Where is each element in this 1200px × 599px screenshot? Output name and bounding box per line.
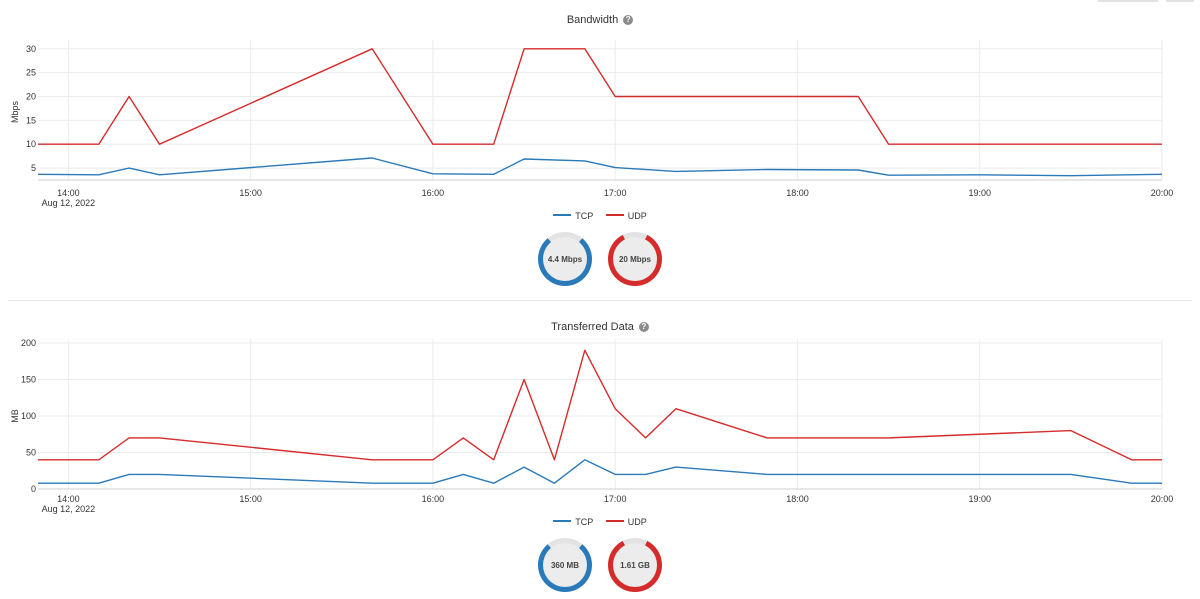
bandwidth-panel: Bandwidth? 5 10 15 20 25 30 14:00 Aug 12, 2022 1… [0, 14, 1200, 286]
y-axis-label: MB [10, 409, 20, 423]
y-tick-label: 200 [21, 338, 36, 348]
y-tick-label: 50 [26, 448, 36, 458]
chart-legend: TCP UDP [0, 517, 1200, 527]
y-tick-label: 150 [21, 375, 36, 385]
toolbar-button[interactable] [1098, 0, 1158, 2]
y-tick-label: 100 [21, 411, 36, 421]
legend-swatch-tcp [553, 520, 572, 522]
series-line-tcp [38, 459, 1162, 484]
x-date-label: Aug 12, 2022 [42, 504, 96, 514]
legend-label: TCP [575, 211, 594, 221]
x-tick-label: 19:00 [968, 188, 991, 198]
chart-title: Bandwidth? [0, 14, 1200, 26]
legend-item-udp[interactable]: UDP [605, 517, 647, 527]
legend-item-tcp[interactable]: TCP [553, 211, 593, 221]
y-tick-label: 25 [26, 68, 36, 78]
gauge-row: 360 MB 1.61 GB [0, 538, 1200, 592]
x-tick-label: 16:00 [422, 494, 445, 504]
legend-item-tcp[interactable]: TCP [553, 517, 593, 527]
gauge-value: 360 MB [543, 543, 587, 587]
x-tick-label: 17:00 [604, 188, 627, 198]
x-tick-label: 14:00 [57, 188, 80, 198]
y-tick-label: 30 [26, 44, 36, 54]
y-tick-label: 15 [26, 115, 36, 125]
legend-label: UDP [627, 517, 647, 527]
x-tick-label: 17:00 [604, 494, 627, 504]
y-tick-label: 0 [31, 484, 36, 494]
gauge-value: 1.61 GB [613, 543, 657, 587]
transferred-data-panel: Transferred Data? 0 50 100 150 200 14:00 Aug 1… [0, 301, 1200, 599]
legend-swatch-udp [605, 214, 624, 216]
x-tick-label: 16:00 [422, 188, 445, 198]
udp-gauge: 20 Mbps [608, 232, 662, 286]
y-axis-label: Mbps [10, 101, 20, 124]
legend-swatch-tcp [553, 214, 572, 216]
x-tick-label: 15:00 [239, 494, 262, 504]
legend-swatch-udp [605, 520, 624, 522]
x-date-label: Aug 12, 2022 [42, 198, 96, 208]
toolbar-button[interactable] [1166, 0, 1194, 2]
x-tick-label: 15:00 [239, 188, 262, 198]
gauge-row: 4.4 Mbps 20 Mbps [0, 232, 1200, 286]
question-circle-icon[interactable]: ? [638, 322, 649, 332]
chart-title-text: Transferred Data [551, 321, 634, 333]
y-tick-label: 20 [26, 91, 36, 101]
gauge-value: 4.4 Mbps [543, 237, 587, 281]
question-circle-icon[interactable]: ? [623, 15, 634, 25]
legend-label: UDP [627, 211, 647, 221]
y-tick-label: 10 [26, 139, 36, 149]
tcp-gauge: 360 MB [538, 538, 592, 592]
chart-title-text: Bandwidth [566, 14, 619, 26]
series-line-udp [38, 349, 1162, 461]
series-line-tcp [37, 157, 1163, 177]
x-tick-label: 20:00 [1151, 494, 1174, 504]
series-line-udp [38, 48, 1162, 145]
y-tick-label: 5 [31, 163, 36, 173]
legend-label: TCP [575, 517, 594, 527]
x-tick-label: 18:00 [786, 494, 809, 504]
chart-title: Transferred Data? [0, 321, 1200, 333]
panel-divider [8, 300, 1192, 301]
legend-item-udp[interactable]: UDP [605, 211, 647, 221]
udp-gauge: 1.61 GB [608, 538, 662, 592]
x-tick-label: 20:00 [1151, 188, 1174, 198]
x-tick-label: 14:00 [57, 494, 80, 504]
x-tick-label: 18:00 [786, 188, 809, 198]
chart-legend: TCP UDP [0, 211, 1200, 221]
tcp-gauge: 4.4 Mbps [538, 232, 592, 286]
gauge-value: 20 Mbps [613, 237, 657, 281]
x-tick-label: 19:00 [968, 494, 991, 504]
